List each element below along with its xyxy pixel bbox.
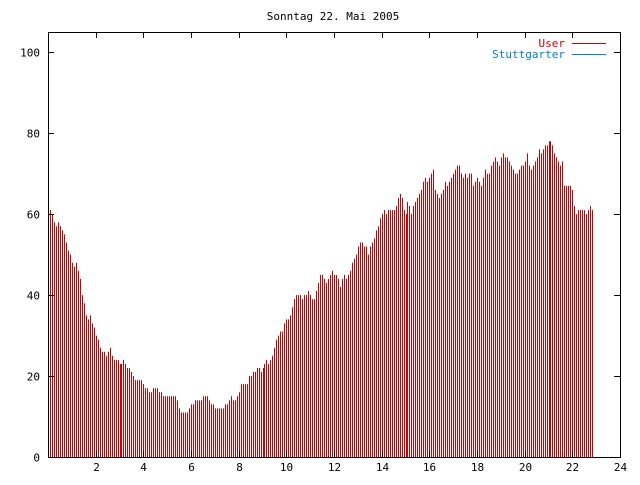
legend-label: User [539, 37, 566, 50]
y-tick-label: 40 [27, 290, 40, 303]
x-tick-label: 22 [566, 461, 579, 474]
y-tick-label: 100 [20, 47, 40, 60]
x-tick-label: 2 [93, 461, 100, 474]
y-tick-label: 60 [27, 209, 40, 222]
y-tick-label: 80 [27, 128, 40, 141]
x-tick-label: 4 [140, 461, 147, 474]
chart-title: Sonntag 22. Mai 2005 [267, 10, 399, 23]
x-tick-label: 18 [471, 461, 484, 474]
x-tick-label: 10 [280, 461, 293, 474]
x-tick-label: 20 [519, 461, 532, 474]
y-tick-label: 0 [33, 452, 40, 465]
bar-series-user [48, 141, 593, 457]
y-tick-label: 20 [27, 371, 40, 384]
legend-label: Stuttgarter [492, 48, 565, 61]
x-tick-label: 12 [328, 461, 341, 474]
x-tick-label: 14 [376, 461, 390, 474]
x-tick-label: 16 [423, 461, 436, 474]
x-tick-label: 6 [188, 461, 195, 474]
x-tick-label: 24 [614, 461, 628, 474]
x-tick-label: 8 [236, 461, 243, 474]
